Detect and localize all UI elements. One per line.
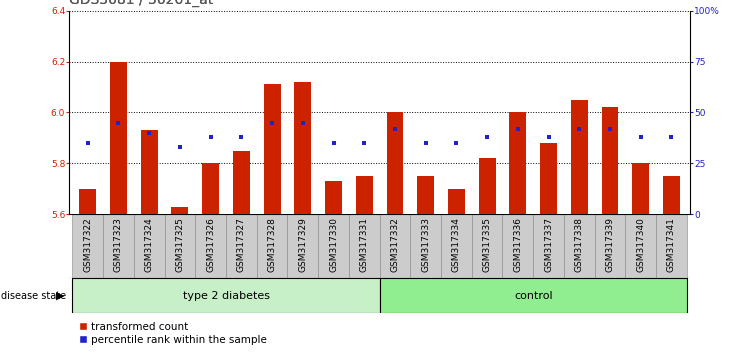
Text: GSM317337: GSM317337	[544, 217, 553, 272]
Text: GSM317328: GSM317328	[268, 217, 277, 272]
Bar	[602, 107, 618, 214]
Text: type 2 diabetes: type 2 diabetes	[182, 291, 269, 301]
Bar	[448, 189, 465, 214]
Bar	[564, 214, 595, 278]
Text: GSM317330: GSM317330	[329, 217, 338, 272]
Bar	[386, 113, 404, 214]
Bar	[325, 181, 342, 214]
Bar	[134, 214, 164, 278]
Bar	[264, 84, 280, 214]
Bar	[418, 176, 434, 214]
Text: GSM317331: GSM317331	[360, 217, 369, 272]
Text: GSM317327: GSM317327	[237, 217, 246, 272]
Bar	[380, 278, 687, 313]
Bar	[632, 163, 649, 214]
Bar	[288, 214, 318, 278]
Bar	[626, 214, 656, 278]
Bar	[226, 214, 257, 278]
Bar	[80, 189, 96, 214]
Bar	[663, 176, 680, 214]
Text: GSM317324: GSM317324	[145, 217, 154, 272]
Bar	[294, 82, 311, 214]
Text: GSM317332: GSM317332	[391, 217, 399, 272]
Bar	[110, 62, 127, 214]
Bar	[595, 214, 626, 278]
Text: GSM317334: GSM317334	[452, 217, 461, 272]
Bar	[510, 113, 526, 214]
Bar	[72, 214, 103, 278]
Text: disease state: disease state	[1, 291, 66, 301]
Bar	[72, 278, 380, 313]
Text: GSM317326: GSM317326	[206, 217, 215, 272]
Text: GSM317323: GSM317323	[114, 217, 123, 272]
Text: GSM317322: GSM317322	[83, 217, 92, 272]
Text: GSM317333: GSM317333	[421, 217, 430, 272]
Text: GSM317336: GSM317336	[513, 217, 523, 272]
Bar	[441, 214, 472, 278]
Bar	[233, 150, 250, 214]
Text: GSM317339: GSM317339	[605, 217, 615, 272]
Bar	[533, 214, 564, 278]
Text: ▶: ▶	[56, 291, 65, 301]
Bar	[318, 214, 349, 278]
Bar	[349, 214, 380, 278]
Bar	[356, 176, 373, 214]
Text: GSM317325: GSM317325	[175, 217, 185, 272]
Bar	[479, 158, 496, 214]
Bar	[257, 214, 288, 278]
Bar	[410, 214, 441, 278]
Bar	[540, 143, 557, 214]
Text: GSM317335: GSM317335	[483, 217, 491, 272]
Bar	[196, 214, 226, 278]
Legend: transformed count, percentile rank within the sample: transformed count, percentile rank withi…	[74, 317, 272, 349]
Text: GSM317338: GSM317338	[575, 217, 584, 272]
Bar	[172, 206, 188, 214]
Text: GSM317329: GSM317329	[299, 217, 307, 272]
Bar	[502, 214, 533, 278]
Text: GSM317341: GSM317341	[667, 217, 676, 272]
Bar	[103, 214, 134, 278]
Bar	[164, 214, 196, 278]
Text: GDS3681 / 36261_at: GDS3681 / 36261_at	[69, 0, 214, 6]
Text: GDS3681 / 36261_at: GDS3681 / 36261_at	[69, 0, 214, 6]
Text: GSM317340: GSM317340	[637, 217, 645, 272]
Text: control: control	[514, 291, 553, 301]
Bar	[472, 214, 502, 278]
Bar	[656, 214, 687, 278]
Bar	[202, 163, 219, 214]
Bar	[141, 130, 158, 214]
Bar	[380, 214, 410, 278]
Bar	[571, 100, 588, 214]
